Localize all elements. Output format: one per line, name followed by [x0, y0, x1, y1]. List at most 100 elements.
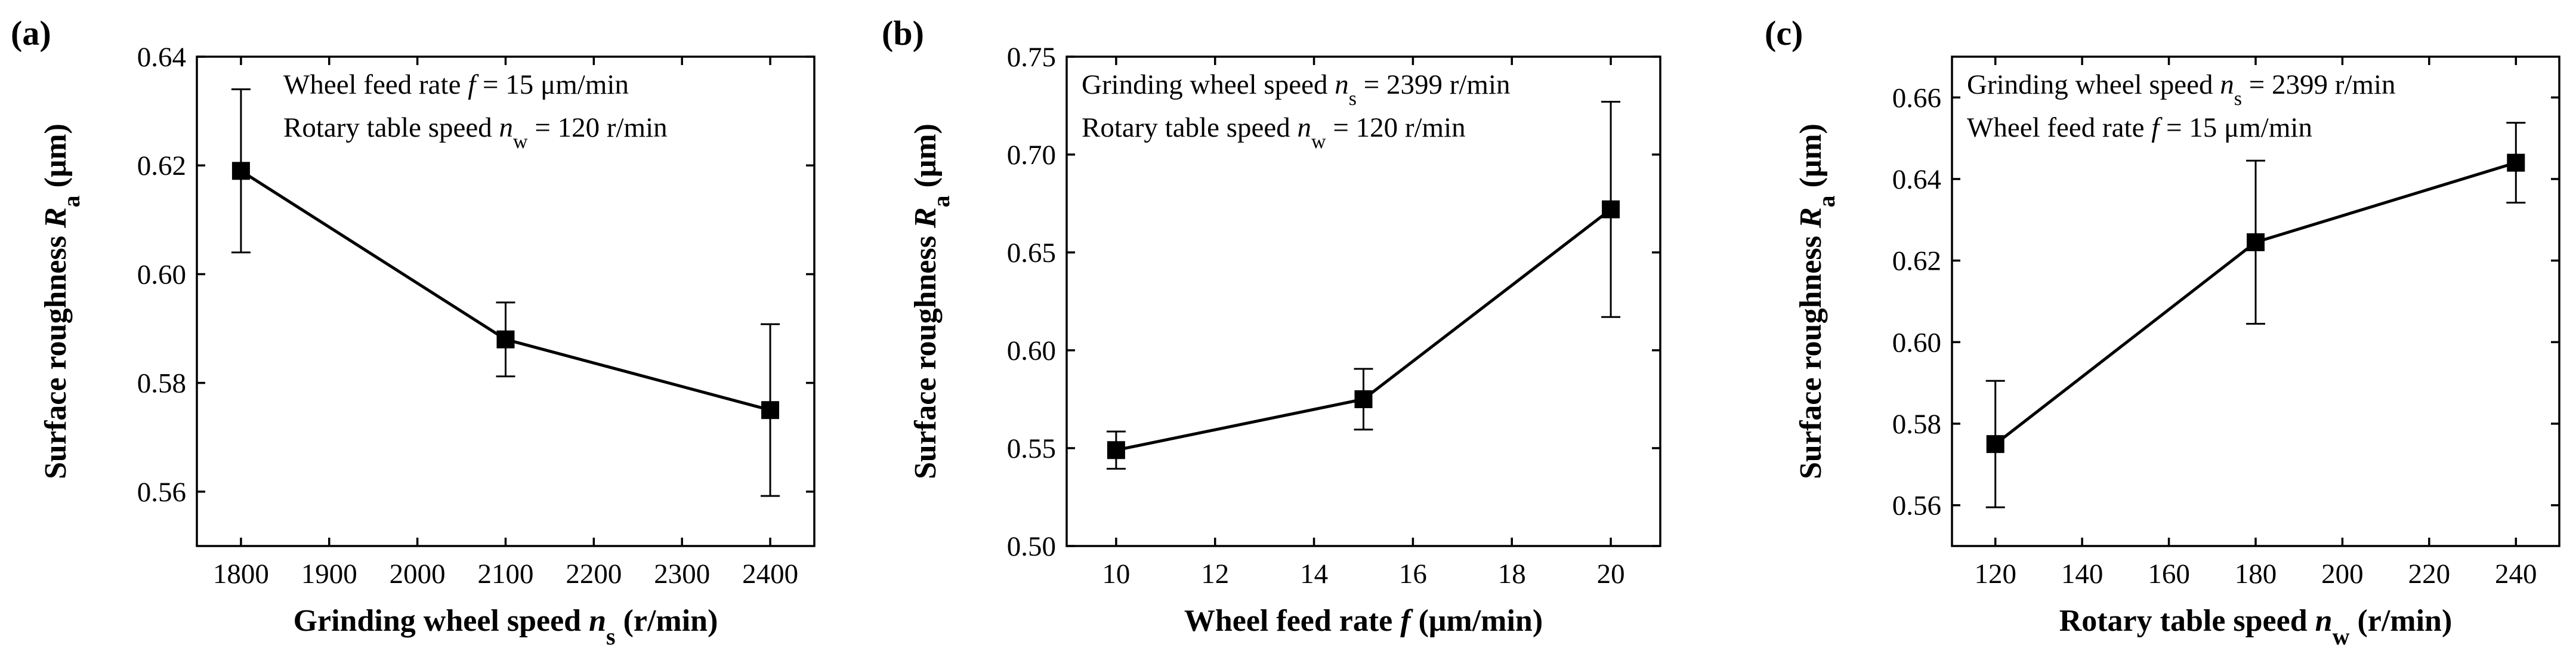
y-axis-title-unit: (μm) — [1794, 124, 1828, 195]
condition-annotation-text: Grinding wheel speed — [1082, 69, 1335, 100]
y-tick-label: 0.55 — [1007, 433, 1056, 464]
y-axis-title: Surface roughness Ra (μm) — [909, 124, 955, 479]
condition-annotation-variable: n — [2220, 69, 2234, 100]
x-axis-title: Grinding wheel speed ns (r/min) — [294, 604, 718, 650]
x-axis-title-variable: n — [589, 604, 606, 638]
condition-annotation-text: Wheel feed rate — [1967, 112, 2151, 143]
y-tick-label: 0.62 — [1892, 246, 1941, 277]
y-tick-label: 0.56 — [1892, 491, 1941, 522]
y-axis-title-variable: R — [1794, 207, 1828, 229]
condition-annotation: Grinding wheel speed ns = 2399 r/min — [1967, 69, 2396, 110]
condition-annotation-text: Grinding wheel speed — [1967, 69, 2220, 100]
x-axis-title-unit: (r/min) — [2349, 604, 2452, 638]
data-point — [761, 401, 780, 420]
plot-frame — [1065, 55, 1661, 547]
x-tick-label: 2000 — [390, 559, 446, 590]
x-axis-title-unit: (μm/min) — [1411, 604, 1543, 638]
condition-annotation: Wheel feed rate f = 15 μm/min — [1967, 112, 2312, 143]
x-axis-title-variable: f — [1400, 604, 1413, 638]
condition-annotation-unit: = 120 r/min — [528, 112, 668, 143]
condition-annotation-subscript: w — [1311, 131, 1326, 153]
condition-annotation: Wheel feed rate f = 15 μm/min — [283, 69, 629, 100]
x-tick-label: 2100 — [478, 559, 534, 590]
condition-annotation-subscript: s — [1349, 88, 1357, 110]
y-tick-label: 0.56 — [137, 477, 186, 508]
condition-annotation-subscript: s — [2234, 88, 2242, 110]
x-tick-label: 120 — [1974, 559, 2016, 590]
x-tick-label: 1800 — [213, 559, 269, 590]
condition-annotation-variable: n — [1298, 112, 1312, 143]
condition-annotation: Rotary table speed nw = 120 r/min — [1082, 112, 1466, 153]
condition-annotation-text: Wheel feed rate — [283, 69, 468, 100]
chart-panel-2: (b) 10 12 14 16 18 20 0.50 0.55 0.60 0.65 0.70 0.75 W… — [882, 14, 1661, 638]
x-axis-title: Wheel feed rate f (μm/min) — [1184, 604, 1543, 638]
x-tick-label: 140 — [2061, 559, 2104, 590]
x-axis-title-subscript: w — [2333, 623, 2350, 650]
panel-label: (a) — [11, 14, 51, 53]
x-tick-label: 200 — [2321, 559, 2364, 590]
x-tick-label: 20 — [1597, 559, 1625, 590]
y-axis-title-subscript: a — [928, 195, 955, 207]
condition-annotation-text: Rotary table speed — [1082, 112, 1298, 143]
y-tick-label: 0.58 — [137, 368, 186, 399]
chart-panel-3: (c) 120 140 160 180 200 220 240 0.56 0.58 0.60 0.62… — [1765, 14, 2560, 650]
data-point — [2507, 153, 2525, 172]
x-tick-label: 180 — [2235, 559, 2277, 590]
panel-label: (c) — [1765, 14, 1803, 53]
x-tick-label: 160 — [2148, 559, 2190, 590]
x-tick-label: 14 — [1300, 559, 1328, 590]
y-tick-label: 0.60 — [1007, 335, 1056, 366]
x-tick-label: 240 — [2495, 559, 2537, 590]
condition-annotation-unit: = 2399 r/min — [2242, 69, 2396, 100]
x-axis-title-variable: n — [2315, 604, 2333, 638]
condition-annotation-subscript: w — [513, 131, 528, 153]
y-tick-label: 0.65 — [1007, 237, 1056, 269]
x-tick-label: 2400 — [742, 559, 798, 590]
x-tick-label: 2200 — [566, 559, 622, 590]
condition-annotation-unit: = 2399 r/min — [1357, 69, 1511, 100]
y-axis-title-text: Surface roughness — [1794, 228, 1828, 479]
condition-annotation-unit: = 15 μm/min — [475, 69, 629, 100]
y-tick-label: 0.66 — [1892, 82, 1941, 113]
data-point — [1986, 435, 2004, 454]
y-axis-title-variable: R — [909, 207, 943, 229]
x-axis-title: Rotary table speed nw (r/min) — [2059, 604, 2453, 650]
data-point — [1602, 200, 1620, 218]
condition-annotation: Grinding wheel speed ns = 2399 r/min — [1082, 69, 1511, 110]
data-point — [231, 162, 250, 180]
y-tick-label: 0.75 — [1007, 42, 1056, 73]
y-axis-title-subscript: a — [1813, 195, 1840, 207]
data-point — [1107, 441, 1125, 459]
condition-annotation: Rotary table speed nw = 120 r/min — [283, 112, 668, 153]
panel-label: (b) — [882, 14, 924, 53]
y-tick-label: 0.64 — [1892, 164, 1941, 195]
data-point — [496, 330, 515, 348]
x-tick-label: 2300 — [654, 559, 710, 590]
y-tick-label: 0.58 — [1892, 409, 1941, 440]
condition-annotation-unit: = 120 r/min — [1326, 112, 1466, 143]
x-tick-label: 16 — [1399, 559, 1427, 590]
y-axis-title-unit: (μm) — [909, 124, 943, 195]
x-axis-title-subscript: s — [606, 623, 616, 650]
data-point — [2247, 233, 2265, 251]
x-tick-label: 220 — [2408, 559, 2451, 590]
x-tick-label: 1900 — [301, 559, 357, 590]
y-axis-title-text: Surface roughness — [39, 228, 73, 479]
y-axis-title: Surface roughness Ra (μm) — [1794, 124, 1840, 479]
y-axis-title-unit: (μm) — [39, 124, 73, 195]
y-tick-label: 0.70 — [1007, 140, 1056, 171]
x-tick-label: 10 — [1102, 559, 1130, 590]
y-tick-label: 0.64 — [137, 42, 186, 73]
y-tick-label: 0.60 — [1892, 327, 1941, 358]
chart-panel-1: (a) 1800 1900 2000 2100 2200 2300 2400 0.56 0.58 0… — [11, 14, 816, 650]
condition-annotation-unit: = 15 μm/min — [2159, 112, 2312, 143]
condition-annotation-variable: n — [499, 112, 514, 143]
y-axis-title: Surface roughness Ra (μm) — [39, 124, 85, 479]
condition-annotation-text: Rotary table speed — [283, 112, 499, 143]
x-axis-title-text: Wheel feed rate — [1184, 604, 1400, 638]
y-tick-label: 0.62 — [137, 150, 186, 181]
y-tick-label: 0.60 — [137, 259, 186, 290]
data-point — [1354, 390, 1373, 408]
y-axis-title-subscript: a — [58, 195, 85, 207]
